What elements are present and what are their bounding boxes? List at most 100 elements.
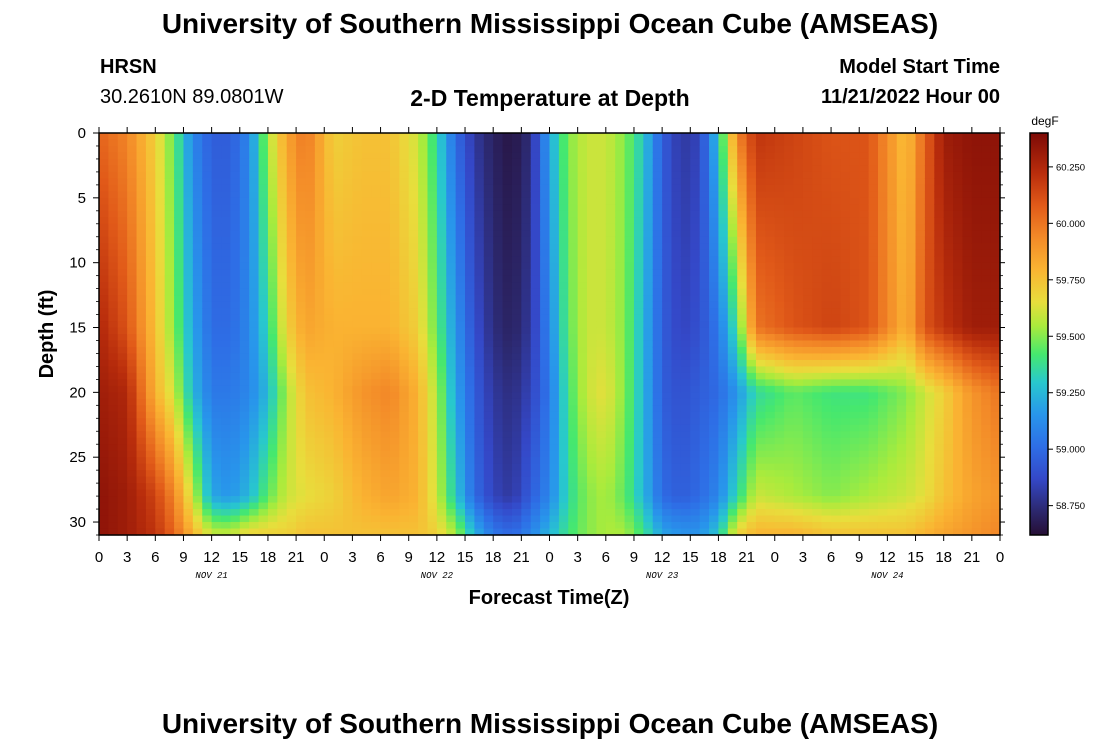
heatmap-cell [174,139,185,147]
heatmap-cell [690,301,701,309]
heatmap-cell [99,314,109,322]
heatmap-cell [183,184,194,192]
heatmap-cell [427,437,438,445]
heatmap-cell [164,496,175,504]
heatmap-cell [774,230,785,238]
heatmap-cell [343,405,354,413]
heatmap-cell [314,496,325,504]
heatmap-cell [192,139,203,147]
heatmap-cell [230,158,241,167]
heatmap-cell [249,204,260,212]
heatmap-cell [99,230,109,238]
heatmap-cell [296,424,307,432]
heatmap-cell [361,197,372,205]
heatmap-cell [709,308,720,316]
heatmap-cell [793,171,804,179]
heatmap-cell [511,165,522,173]
heatmap-cell [333,262,344,270]
heatmap-cell [558,424,569,432]
heatmap-cell [380,243,391,251]
heatmap-cell [709,502,720,510]
heatmap-cell [643,301,654,309]
heatmap-cell [286,269,297,277]
heatmap-cell [502,334,513,342]
heatmap-cell [596,295,607,303]
heatmap-cell [108,483,119,491]
heatmap-cell [605,334,616,342]
heatmap-cell [727,256,738,264]
heatmap-cell [774,379,785,387]
heatmap-cell [230,133,241,141]
heatmap-cell [418,372,429,380]
heatmap-cell [99,476,109,484]
heatmap-cell [455,236,466,244]
heatmap-cell [540,184,551,192]
heatmap-cell [831,522,842,530]
heatmap-cell [568,489,579,497]
heatmap-cell [155,327,166,335]
heatmap-cell [117,275,128,283]
heatmap-cell [408,133,419,141]
heatmap-cell [305,249,316,257]
heatmap-cell [802,314,813,322]
heatmap-cell [615,269,626,277]
heatmap-cell [690,243,701,251]
heatmap-cell [155,470,166,478]
heatmap-cell [192,457,203,465]
heatmap-cell [277,366,288,374]
heatmap-cell [108,431,119,439]
heatmap-cell [117,476,128,484]
heatmap-cell [418,437,429,445]
heatmap-cell [277,379,288,387]
heatmap-cell [680,217,691,225]
heatmap-cell [493,457,504,465]
heatmap-cell [202,457,213,465]
heatmap-cell [427,457,438,465]
heatmap-cell [558,314,569,322]
heatmap-cell [577,496,588,504]
heatmap-cell [831,282,842,290]
heatmap-cell [117,321,128,329]
heatmap-cell [680,230,691,238]
heatmap-cell [502,398,513,406]
heatmap-cell [99,450,109,458]
heatmap-cell [483,288,494,296]
heatmap-cell [784,275,795,283]
heatmap-cell [746,353,757,361]
heatmap-cell [108,359,119,368]
heatmap-cell [831,243,842,251]
heatmap-cell [249,217,260,225]
heatmap-cell [699,372,710,380]
heatmap-cell [549,301,560,309]
heatmap-cell [155,171,166,179]
heatmap-cell [784,327,795,335]
heatmap-cell [558,450,569,458]
heatmap-cell [802,502,813,510]
heatmap-cell [155,476,166,484]
heatmap-cell [474,243,485,251]
heatmap-cell [324,457,335,465]
heatmap-cell [408,314,419,322]
heatmap-cell [352,145,363,154]
heatmap-cell [521,301,532,309]
heatmap-cell [784,398,795,406]
heatmap-cell [333,243,344,251]
heatmap-cell [680,463,691,471]
heatmap-cell [465,282,476,290]
heatmap-cell [502,476,513,484]
heatmap-cell [652,171,663,179]
heatmap-cell [361,301,372,309]
heatmap-cell [258,184,269,192]
heatmap-cell [577,385,588,393]
heatmap-cell [727,275,738,283]
heatmap-cell [258,398,269,406]
heatmap-cell [145,470,156,478]
heatmap-cell [633,269,644,277]
heatmap-cell [174,145,185,154]
heatmap-cell [136,145,147,154]
heatmap-cell [277,405,288,413]
heatmap-cell [709,450,720,458]
heatmap-cell [389,295,400,303]
heatmap-cell [671,243,682,251]
heatmap-cell [418,424,429,432]
